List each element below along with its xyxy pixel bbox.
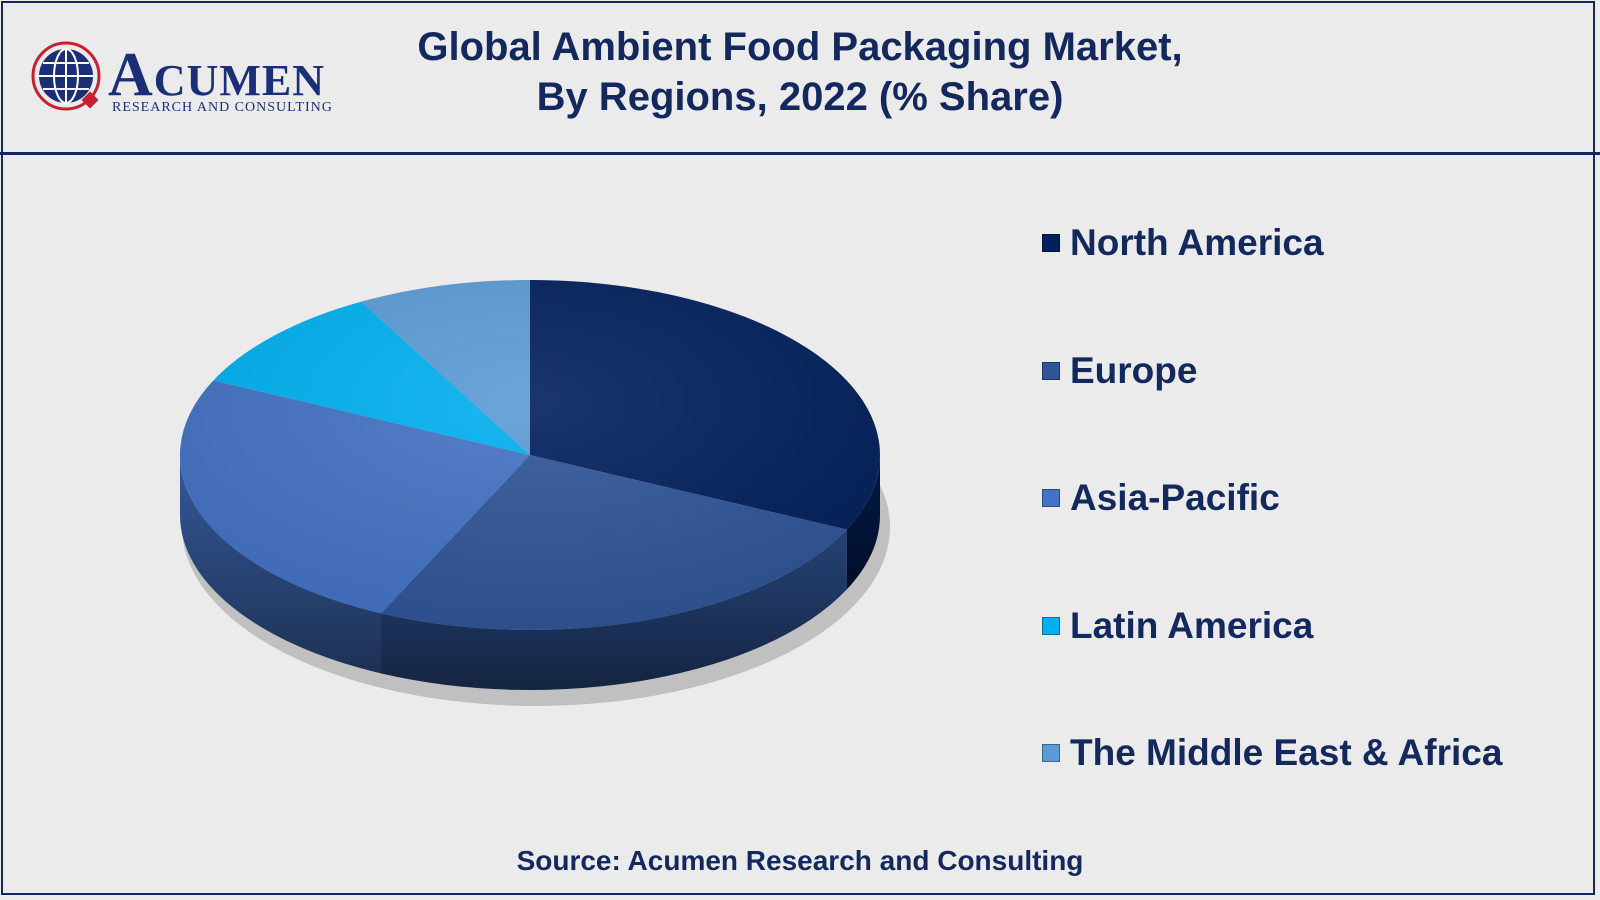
legend-item: The Middle East & Africa: [1042, 732, 1502, 774]
legend-swatch: [1042, 616, 1060, 635]
legend-item: Asia-Pacific: [1042, 477, 1280, 519]
acumen-logo: ACUMEN RESEARCH AND CONSULTING: [28, 36, 358, 126]
header-divider: [0, 152, 1600, 155]
legend-label: The Middle East & Africa: [1070, 732, 1503, 773]
legend-item: Europe: [1042, 350, 1197, 392]
pie-slice-side-shade: [180, 455, 381, 674]
pie-gloss: [180, 280, 880, 630]
legend-swatch: [1042, 489, 1060, 507]
legend-swatch: [1042, 744, 1060, 762]
source-note: Source: Acumen Research and Consulting: [516, 845, 1084, 876]
legend-item: North America: [1042, 222, 1324, 264]
legend-swatch: [1042, 361, 1060, 380]
pie-slice-side-shade: [380, 529, 847, 690]
pie-slice-side-shade: [846, 455, 880, 590]
chart-title-line-2: By Regions, 2022 (% Share): [536, 75, 1064, 119]
pie-chart: [180, 280, 890, 706]
legend-label: Latin America: [1070, 604, 1314, 646]
logo-wordmark: ACUMEN: [108, 41, 325, 109]
legend-label: Asia-Pacific: [1070, 477, 1280, 518]
logo-subtitle: RESEARCH AND CONSULTING: [112, 100, 333, 115]
globe-icon: [31, 41, 101, 111]
legend-swatch: [1042, 234, 1060, 252]
chart-title: Global Ambient Food Packaging Market, By…: [360, 22, 1240, 122]
chart-title-line-1: Global Ambient Food Packaging Market,: [417, 25, 1183, 69]
legend-label: North America: [1070, 222, 1324, 263]
legend-label: Europe: [1070, 349, 1198, 391]
legend-item: Latin America: [1042, 605, 1313, 647]
